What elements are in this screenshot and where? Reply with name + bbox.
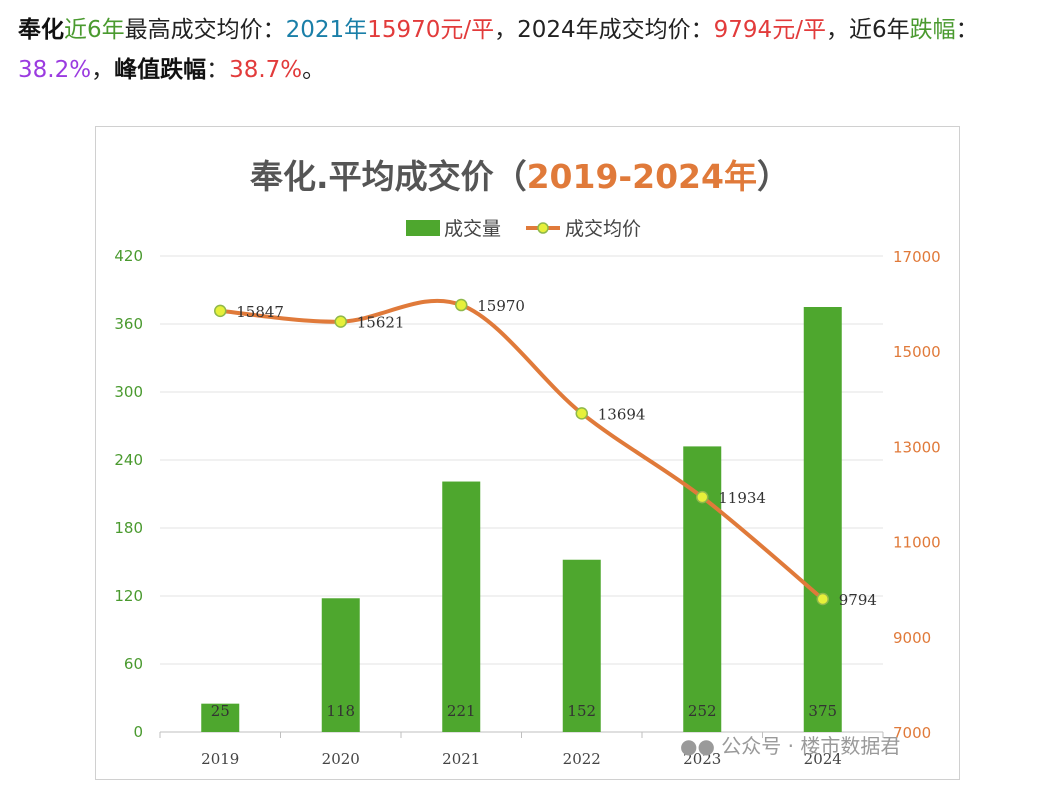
line-point-2022: [575, 407, 588, 420]
bar-data-label: 152: [567, 702, 596, 720]
x-tick-label: 2023: [683, 750, 721, 768]
line-data-label: 15621: [357, 314, 405, 332]
line-data-label: 9794: [839, 591, 877, 609]
bar-2022: [562, 559, 601, 732]
left-tick-label: 180: [114, 519, 143, 537]
bar-2019: [201, 703, 240, 732]
headline-near6: 近6: [848, 17, 887, 43]
headline-colon2: ：: [206, 57, 230, 83]
right-tick-label: 11000: [893, 534, 941, 552]
bar-2024: [803, 307, 842, 732]
watermark: ●● 公众号 · 楼市数据君: [680, 730, 900, 759]
chart-title-years: 2019-2024年: [527, 157, 757, 196]
watermark-text: 公众号 · 楼市数据君: [721, 734, 901, 758]
headline: 奉化近6年最高成交均价：2021年15970元/平，2024年成交均价：9794…: [18, 10, 1042, 90]
left-tick-label: 0: [133, 723, 143, 741]
line-data-label: 15970: [477, 297, 525, 315]
x-tick-label: 2024: [804, 750, 842, 768]
left-tick-label: 300: [114, 383, 143, 401]
left-tick-label: 360: [114, 315, 143, 333]
headline-peak-label: 峰值跌幅: [114, 57, 207, 83]
wechat-icon: ●●: [680, 734, 722, 758]
headline-year-char: 年: [886, 17, 910, 43]
headline-near-years: 近6年: [64, 17, 125, 43]
headline-max-year: 2021年: [285, 17, 368, 43]
legend-bar-swatch: [406, 220, 440, 236]
chart-legend: 成交量 成交均价: [406, 218, 641, 240]
line-point-2024: [816, 592, 829, 606]
left-tick-label: 420: [114, 247, 143, 265]
bar-data-label: 375: [808, 702, 837, 720]
bar-2020: [321, 598, 360, 732]
line-data-label: 15847: [236, 303, 284, 321]
grid-lines: [160, 255, 883, 733]
chart-title-main: 奉化.平均成交价（: [250, 157, 527, 196]
line-point-2020: [334, 315, 347, 328]
legend-bar-label: 成交量: [444, 218, 501, 240]
chart-title-end: ）: [757, 157, 790, 196]
right-tick-label: 17000: [893, 248, 941, 266]
line-point-2019: [214, 304, 227, 318]
headline-2024-label: 2024年成交均价：: [517, 17, 714, 43]
headline-sep3: ，: [91, 57, 115, 83]
line-point-2021: [455, 298, 468, 312]
line-series: 15847 15621 15970 13694 11934 9794: [214, 297, 877, 609]
chart-title: 奉化.平均成交价（2019-2024年）: [250, 157, 790, 196]
headline-2024-price: 9794元/平: [713, 17, 826, 43]
headline-max-label: 最高成交均价：: [124, 17, 286, 43]
headline-sep1: ，: [494, 17, 518, 43]
right-tick-label: 9000: [893, 629, 931, 647]
line-data-label: 11934: [718, 489, 766, 507]
headline-sep2: ，: [825, 17, 849, 43]
line-data-label: 13694: [598, 405, 646, 423]
bar-data-label: 118: [326, 702, 355, 720]
headline-area: 奉化: [18, 17, 64, 43]
headline-colon: ：: [955, 17, 979, 43]
left-tick-label: 120: [114, 587, 143, 605]
legend-line-label: 成交均价: [565, 218, 641, 240]
right-tick-label: 7000: [893, 724, 931, 742]
x-tick-label: 2022: [563, 750, 601, 768]
right-tick-label: 15000: [893, 343, 941, 361]
legend-line-marker: [537, 222, 549, 234]
headline-max-price: 15970元/平: [367, 17, 495, 43]
bar-series: 25 118 221 152 252 375: [201, 307, 842, 732]
x-tick-label: 2020: [322, 750, 360, 768]
headline-end: 。: [302, 57, 326, 83]
x-tick-label: 2021: [442, 750, 480, 768]
headline-decline-value: 38.2%: [18, 57, 92, 83]
right-tick-label: 13000: [893, 438, 941, 456]
axes: 0 60 120 180 240 300 360 420 7000 9000 11000 13000 1…: [114, 247, 940, 768]
x-tick-label: 2019: [201, 750, 239, 768]
bar-data-label: 252: [688, 702, 717, 720]
headline-decline-word: 跌幅: [909, 17, 956, 43]
bar-2021: [442, 481, 481, 732]
left-tick-label: 240: [114, 451, 143, 469]
line-point-2023: [696, 490, 709, 504]
bar-data-label: 221: [447, 702, 476, 720]
bar-data-label: 25: [211, 702, 230, 720]
price-line: [220, 298, 825, 601]
headline-peak-value: 38.7%: [229, 57, 303, 83]
left-tick-label: 60: [124, 655, 143, 673]
